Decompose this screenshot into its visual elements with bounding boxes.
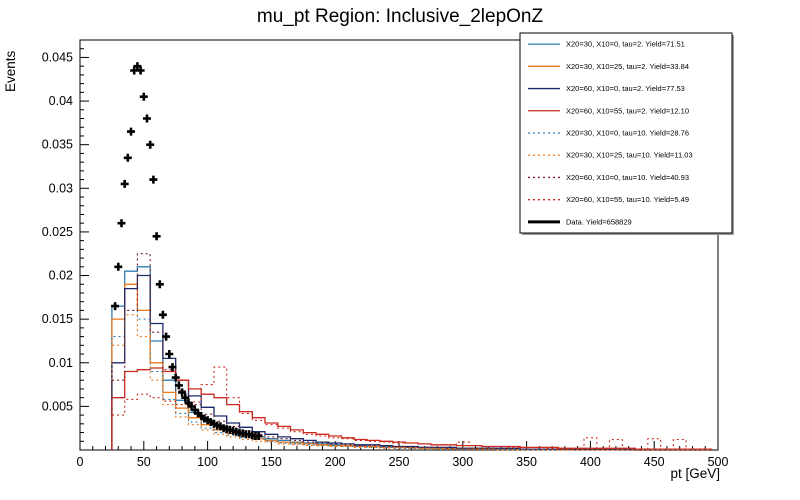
y-tick-label: 0.045 [42, 50, 73, 64]
x-axis-label: pt [GeV] [670, 466, 720, 481]
x-tick-label: 150 [261, 455, 282, 469]
series-path-3 [111, 367, 713, 450]
series-path-1 [111, 283, 712, 451]
legend-label-8: Data. Yield=658829 [566, 217, 632, 226]
y-tick-label: 0.005 [42, 399, 73, 413]
x-tick-label: 50 [137, 455, 151, 469]
series-path-5 [111, 314, 712, 451]
y-tick-label: 0.04 [49, 94, 73, 108]
x-tick-label: 400 [580, 455, 601, 469]
data-markers [111, 62, 263, 440]
legend-label-1: X20=30, X10=25, tau=2. Yield=33.84 [566, 62, 689, 71]
series-path-7 [111, 366, 713, 450]
x-tick-label: 250 [389, 455, 410, 469]
y-tick-label: 0.025 [42, 225, 73, 239]
y-tick-label: 0.015 [42, 312, 73, 326]
series-path-2 [111, 274, 712, 451]
legend-label-7: X20=60, X10=55, tau=10. Yield=5.49 [566, 195, 689, 204]
chart-title: mu_pt Region: Inclusive_2lepOnZ [256, 6, 544, 27]
series-path-6 [111, 253, 712, 451]
series-path-4 [111, 309, 712, 451]
legend-label-5: X20=30, X10=25, tau=10. Yield=11.03 [566, 151, 693, 160]
x-tick-label: 500 [708, 455, 729, 469]
x-tick-label: 100 [197, 455, 218, 469]
x-tick-label: 450 [644, 455, 665, 469]
y-axis-label: Events [3, 50, 18, 92]
y-tick-label: 0.035 [42, 138, 73, 152]
legend-label-2: X20=60, X10=0, tau=2. Yield=77.53 [566, 84, 685, 93]
y-tick-label: 0.02 [49, 269, 73, 283]
series-path-0 [111, 266, 712, 451]
x-tick-label: 0 [77, 455, 84, 469]
legend-label-3: X20=60, X10=55, tau=2. Yield=12.10 [566, 106, 689, 115]
x-tick-label: 350 [516, 455, 537, 469]
x-tick-label: 300 [452, 455, 473, 469]
x-tick-label: 200 [325, 455, 346, 469]
legend-label-6: X20=60, X10=0, tau=10. Yield=40.93 [566, 173, 689, 182]
legend-label-0: X20=30, X10=0, tau=2. Yield=71.51 [566, 40, 685, 49]
y-tick-label: 0.01 [49, 356, 73, 370]
legend-label-4: X20=30, X10=0, tau=10. Yield=28.76 [566, 129, 689, 138]
y-tick-label: 0.03 [49, 181, 73, 195]
